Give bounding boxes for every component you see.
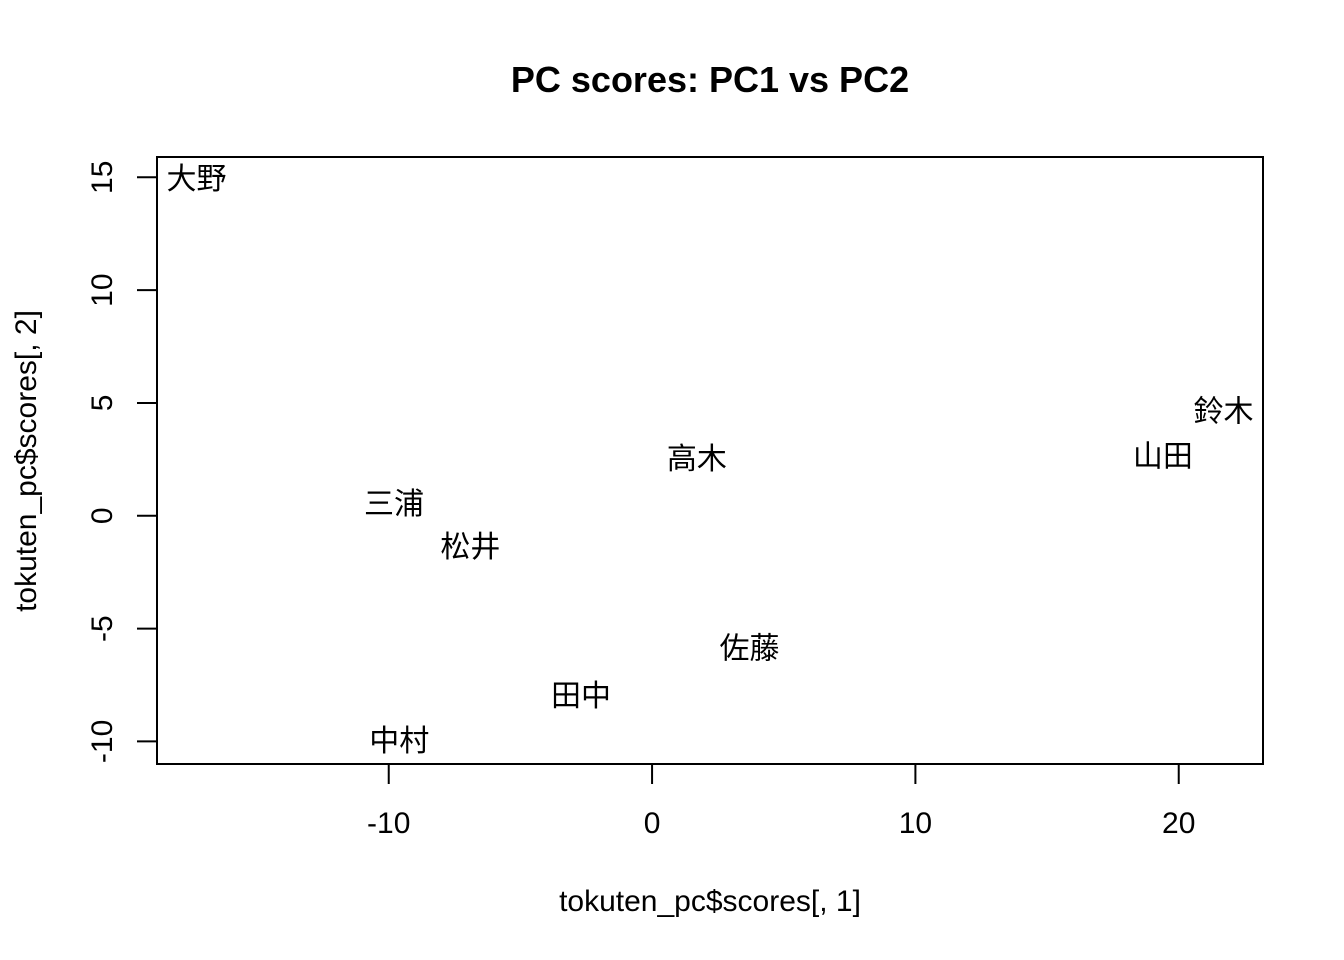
plot-frame bbox=[156, 156, 1264, 765]
y-tick-label: 5 bbox=[86, 395, 119, 412]
x-axis-label: tokuten_pc$scores[, 1] bbox=[559, 885, 861, 918]
chart-title: PC scores: PC1 vs PC2 bbox=[511, 59, 909, 100]
x-axis: -10 0 10 20 bbox=[367, 764, 1195, 840]
point-label: 大野 bbox=[167, 163, 227, 196]
point-label: 佐藤 bbox=[720, 632, 780, 665]
y-tick-label: 15 bbox=[86, 161, 119, 194]
y-axis-label: tokuten_pc$scores[, 2] bbox=[10, 310, 43, 612]
x-tick-label: -10 bbox=[367, 807, 410, 840]
point-label: 三浦 bbox=[364, 488, 424, 521]
point-label: 鈴木 bbox=[1194, 395, 1254, 428]
x-tick-label: 20 bbox=[1162, 807, 1195, 840]
point-label: 高木 bbox=[667, 443, 727, 476]
y-tick-label: 0 bbox=[86, 507, 119, 524]
y-axis: -10 -5 0 5 10 15 bbox=[86, 161, 157, 763]
point-label: 山田 bbox=[1133, 441, 1193, 474]
x-tick-label: 0 bbox=[644, 807, 661, 840]
x-tick-label: 10 bbox=[899, 807, 932, 840]
y-tick-label: -5 bbox=[86, 615, 119, 642]
point-label: 田中 bbox=[551, 680, 611, 713]
y-tick-label: 10 bbox=[86, 273, 119, 306]
point-label: 中村 bbox=[369, 725, 429, 758]
point-label: 松井 bbox=[440, 531, 500, 564]
y-tick-label: -10 bbox=[86, 720, 119, 763]
